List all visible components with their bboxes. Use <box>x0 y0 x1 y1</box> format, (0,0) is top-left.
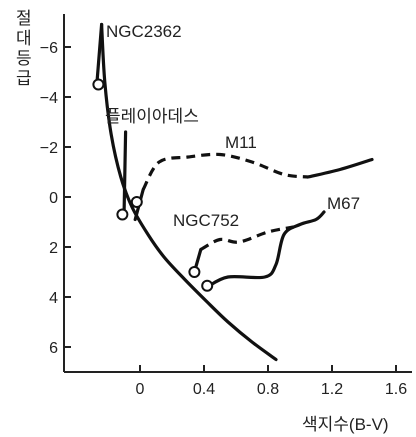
turnoff-markers <box>92 78 214 292</box>
x-tick-label-2: 0.8 <box>257 381 279 398</box>
axis-ticks <box>64 46 397 372</box>
cluster-label-ngc752: NGC752 <box>173 211 239 230</box>
y-tick-label-5: 4 <box>49 290 58 307</box>
turnoff-point-ngc752 <box>188 266 201 278</box>
y-tick-label-2: −2 <box>40 140 58 157</box>
cluster-label-m11: M11 <box>225 133 257 152</box>
x-axis-label: 색지수(B-V) <box>302 415 389 434</box>
cluster-line-m67 <box>205 210 326 289</box>
y-tick-label-1: −4 <box>40 90 58 107</box>
cluster-dashed-line-ngc752 <box>200 225 294 251</box>
cluster-label-pleiades: 플레이아데스 <box>105 107 199 126</box>
cluster-line-end-m11 <box>306 157 374 179</box>
cluster-line-ngc2362 <box>95 22 104 87</box>
turnoff-point-cluster1 <box>116 208 129 221</box>
turnoff-point-m11 <box>130 196 143 208</box>
y-tick-label-3: 0 <box>49 190 58 207</box>
main-sequence-line <box>100 22 278 362</box>
x-tick-label-1: 0.4 <box>193 381 215 398</box>
y-tick-label-4: 2 <box>49 240 58 257</box>
y-tick-label-0: −6 <box>40 40 58 57</box>
turnoff-point-m67 <box>201 279 214 292</box>
cluster-curves <box>95 22 374 362</box>
x-tick-label-4: 1.6 <box>385 381 407 398</box>
x-tick-label-0: 0 <box>136 381 145 398</box>
cluster-label-ngc2362: NGC2362 <box>106 22 182 41</box>
y-tick-label-6: 6 <box>49 340 58 357</box>
turnoff-point-ngc2362 <box>92 78 105 91</box>
cluster-dashed-line-m11 <box>141 152 309 191</box>
cluster-line-cluster1 <box>122 130 128 219</box>
axis-tick-labels: 0 0.4 0.8 1.2 1.6 −6 −4 −2 0 2 4 6 <box>40 40 407 398</box>
x-tick-label-3: 1.2 <box>321 381 343 398</box>
cluster-label-m67: M67 <box>327 194 360 213</box>
